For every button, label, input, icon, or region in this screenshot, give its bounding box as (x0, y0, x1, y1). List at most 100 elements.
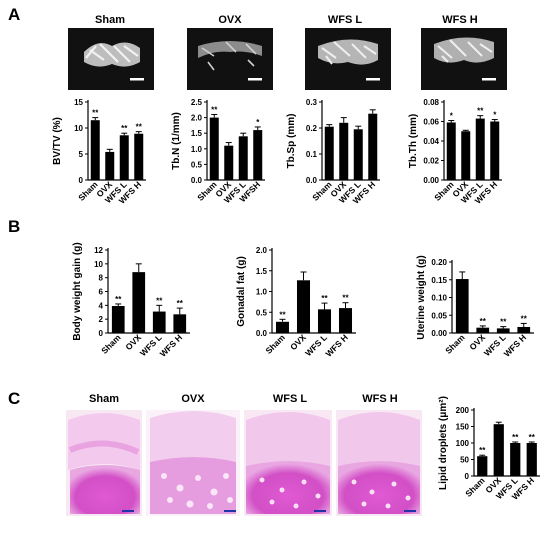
bar (173, 314, 187, 333)
y-tick-label: 0.0 (256, 329, 268, 338)
y-tick-label: 10 (94, 260, 103, 269)
significance-label: * (450, 112, 454, 121)
y-axis-label: Uterine weight (g) (416, 255, 427, 339)
ct-image-wfsh (421, 28, 507, 90)
significance-label: ** (156, 296, 163, 305)
y-tick-label: 0.00 (431, 329, 447, 338)
y-tick-label: 0.20 (431, 258, 447, 267)
ct-title-wfsh: WFS H (442, 14, 477, 26)
y-tick-label: 0.06 (423, 118, 439, 127)
y-tick-label: 0.00 (423, 176, 439, 185)
ct-image-ovx (187, 28, 273, 90)
he-title-wfsh: WFS H (362, 393, 397, 405)
bar (238, 136, 248, 180)
he-title-sham: Sham (89, 393, 119, 405)
x-tick-label: WFS H (502, 332, 528, 358)
ct-title-wfsl: WFS L (328, 14, 362, 26)
bar (496, 328, 510, 333)
bar (510, 443, 521, 476)
significance-label: * (256, 118, 260, 127)
y-tick-label: 0.05 (431, 311, 447, 320)
bar (517, 326, 531, 333)
bar (455, 279, 469, 333)
significance-label: ** (512, 433, 519, 442)
y-axis-label: Body weight gain (g) (72, 242, 83, 340)
significance-label: ** (279, 310, 286, 319)
significance-label: ** (480, 317, 487, 326)
significance-label: ** (500, 318, 507, 327)
he-image-wfsl (244, 410, 332, 516)
y-tick-label: 1.5 (256, 267, 268, 276)
bar (446, 122, 456, 180)
y-tick-label: 0.02 (423, 157, 439, 166)
he-title-ovx: OVX (181, 393, 205, 405)
y-tick-label: 0 (79, 176, 84, 185)
he-title-wfsl: WFS L (273, 393, 307, 405)
x-tick-label: WFS H (323, 332, 349, 358)
y-tick-label: 0.5 (256, 308, 268, 317)
bar (477, 456, 488, 476)
y-tick-label: 12 (94, 246, 103, 255)
y-tick-label: 0 (465, 472, 470, 481)
he-image-sham (66, 410, 142, 516)
significance-label: ** (342, 294, 349, 303)
y-tick-label: 0.3 (306, 98, 318, 107)
y-axis-label: Tb.Sp (mm) (286, 114, 297, 169)
significance-label: ** (477, 107, 484, 116)
bar (475, 118, 485, 180)
significance-label: ** (136, 123, 143, 132)
y-tick-label: 4 (99, 301, 104, 310)
bar (119, 135, 129, 180)
y-tick-label: 2.5 (191, 98, 203, 107)
ct-image-wfsl (305, 28, 391, 90)
bar (224, 145, 234, 180)
bar (476, 327, 490, 333)
bar (324, 126, 334, 180)
bar (132, 272, 146, 333)
he-image-wfsh (336, 410, 422, 516)
y-tick-label: 2 (99, 315, 104, 324)
bar (338, 308, 353, 333)
y-axis-label: Gonadal fat (g) (236, 256, 247, 327)
bar (134, 133, 144, 180)
bar (275, 321, 290, 333)
bar (296, 280, 311, 333)
y-tick-label: 1.0 (256, 288, 268, 297)
panel-label-b: B (8, 217, 20, 236)
y-axis-label: BV/TV (%) (52, 117, 63, 165)
ct-title-ovx: OVX (218, 14, 242, 26)
y-tick-label: 150 (456, 423, 470, 432)
significance-label: ** (121, 124, 128, 133)
y-axis-label: Tb.N (1/mm) (171, 112, 182, 170)
y-axis-label: Lipid droplets (μm²) (438, 396, 449, 490)
y-tick-label: 0.0 (191, 176, 203, 185)
significance-label: ** (177, 299, 184, 308)
panel-label-c: C (8, 389, 20, 408)
y-tick-label: 0.0 (306, 176, 318, 185)
bar (339, 122, 349, 180)
y-tick-label: 8 (99, 274, 104, 283)
y-tick-label: 50 (460, 456, 469, 465)
bar (353, 129, 363, 180)
bar (493, 424, 504, 476)
significance-label: ** (115, 295, 122, 304)
y-tick-label: 0.15 (431, 276, 447, 285)
panel-label-a: A (8, 5, 20, 24)
y-tick-label: 1.0 (191, 145, 203, 154)
y-tick-label: 0.2 (306, 124, 318, 133)
significance-label: ** (321, 294, 328, 303)
y-tick-label: 0.5 (191, 160, 203, 169)
bar (209, 117, 219, 180)
bar (152, 311, 166, 333)
y-tick-label: 0.08 (423, 98, 439, 107)
bar (317, 309, 332, 333)
y-axis-label: Tb.Th (mm) (408, 114, 419, 168)
x-tick-label: WFS H (158, 332, 184, 358)
